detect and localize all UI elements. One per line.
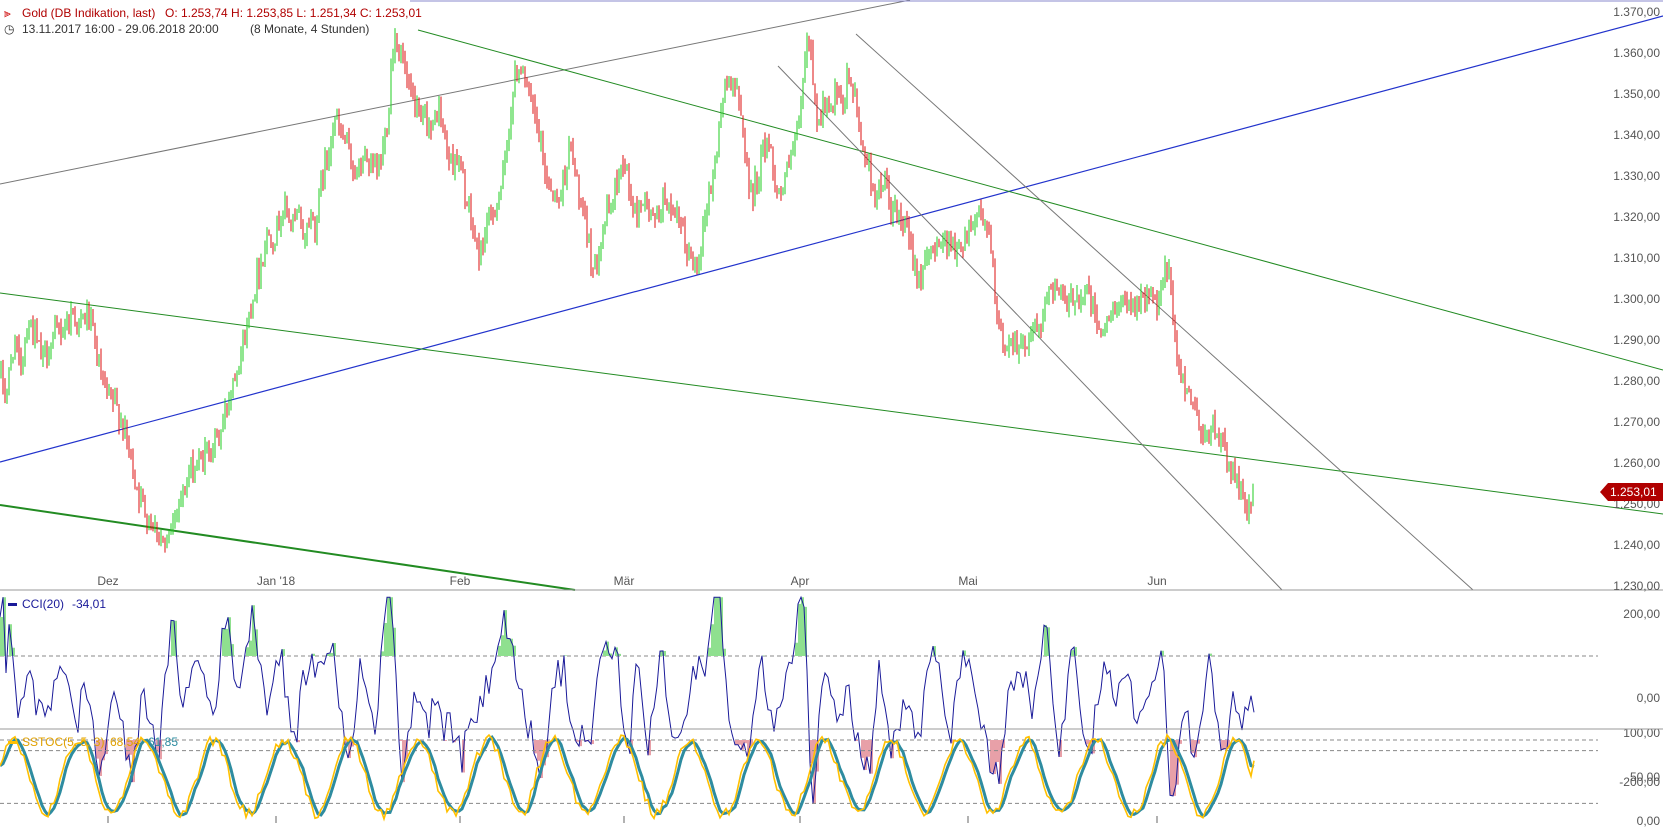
- sstoc-k-line: [0, 733, 1255, 822]
- x-tick-label: Jan '18: [257, 574, 296, 588]
- sstoc-legend-k: 68,54: [110, 735, 140, 749]
- sstoc-legend: SSTOC(5, 5, 3) 68,54 61,85: [8, 735, 178, 749]
- price-y-tick-label: 1.260,00: [1613, 456, 1660, 470]
- price-y-tick-label: 1.320,00: [1613, 210, 1660, 224]
- price-y-tick-label: 1.230,00: [1613, 579, 1660, 593]
- clock-icon: ◷: [4, 22, 14, 36]
- x-tick-label: Dez: [97, 574, 118, 588]
- period-note: (8 Monate, 4 Stunden): [250, 22, 369, 36]
- sstoc-panel: 100,00 50,00 0,00: [0, 726, 1660, 827]
- trendline-3: [0, 504, 576, 591]
- price-y-tick-label: 1.290,00: [1613, 333, 1660, 347]
- price-panel: [0, 0, 1663, 591]
- x-tick-label: Jun: [1147, 574, 1166, 588]
- cci-y-tick-label: -200,00: [1619, 775, 1660, 789]
- y-axis: 1.370,00 1.360,00 1.350,00 1.340,00 1.330,00…: [1613, 5, 1660, 593]
- price-y-tick-label: 1.350,00: [1613, 87, 1660, 101]
- last-price-badge-text: 1.253,01: [1610, 485, 1657, 499]
- price-y-tick-label: 1.280,00: [1613, 374, 1660, 388]
- last-price-badge-shape: [1600, 483, 1663, 501]
- x-tick-label: Feb: [450, 574, 471, 588]
- price-y-tick-label: 1.370,00: [1613, 5, 1660, 19]
- sstoc-y-tick-label: 50,00: [1630, 770, 1660, 784]
- x-axis: Dez Jan '18 Feb Mär Apr Mai Jun: [97, 574, 1167, 823]
- trendline-2: [0, 292, 1663, 515]
- candles: [0, 28, 1254, 553]
- sstoc-legend-label: SSTOC(5, 5, 3): [22, 735, 104, 749]
- sstoc-y-tick-label: 0,00: [1637, 814, 1661, 827]
- cci-line: [0, 595, 1255, 804]
- cci-legend: CCI(20) -34,01: [8, 597, 106, 611]
- price-y-tick-label: 1.270,00: [1613, 415, 1660, 429]
- cci-overbought-fill: [0, 597, 1212, 656]
- instrument-title: Gold (DB Indikation, last): [22, 6, 155, 20]
- price-y-tick-label: 1.310,00: [1613, 251, 1660, 265]
- last-price-badge: 1.253,01: [1600, 483, 1663, 501]
- cci-y-tick-label: 200,00: [1623, 607, 1660, 621]
- price-y-tick-label: 1.330,00: [1613, 169, 1660, 183]
- sstoc-legend-d: 61,85: [148, 735, 178, 749]
- trendline-0: [0, 0, 911, 185]
- cci-legend-label: CCI(20): [22, 597, 64, 611]
- cci-legend-swatch: [8, 603, 17, 606]
- chart-header: ⫸ Gold (DB Indikation, last) O: 1.253,74…: [4, 6, 422, 36]
- price-y-tick-label: 1.300,00: [1613, 292, 1660, 306]
- trendline-5: [777, 65, 1283, 591]
- trendline-1: [0, 15, 1663, 463]
- x-tick-label: Mär: [614, 574, 635, 588]
- ohlc-values: O: 1.253,74 H: 1.253,85 L: 1.251,34 C: 1…: [165, 6, 422, 20]
- trendline-6: [855, 33, 1474, 591]
- period-range: 13.11.2017 16:00 - 29.06.2018 20:00: [22, 22, 219, 36]
- sstoc-d-line: [0, 734, 1255, 819]
- cci-legend-value: -34,01: [72, 597, 106, 611]
- cci-y-tick-label: 0,00: [1637, 691, 1661, 705]
- trendlines: [0, 0, 1663, 591]
- price-y-tick-label: 1.240,00: [1613, 538, 1660, 552]
- x-tick-label: Apr: [791, 574, 810, 588]
- panel-separators: [0, 589, 1663, 730]
- candle-icon: ⫸: [4, 6, 11, 20]
- x-tick-label: Mai: [958, 574, 977, 588]
- sstoc-legend-swatch: [8, 741, 17, 744]
- cci-panel: 200,00 0,00 -200,00: [0, 595, 1661, 804]
- price-y-tick-label: 1.360,00: [1613, 46, 1660, 60]
- price-y-tick-label: 1.340,00: [1613, 128, 1660, 142]
- sstoc-y-tick-label: 100,00: [1623, 726, 1660, 740]
